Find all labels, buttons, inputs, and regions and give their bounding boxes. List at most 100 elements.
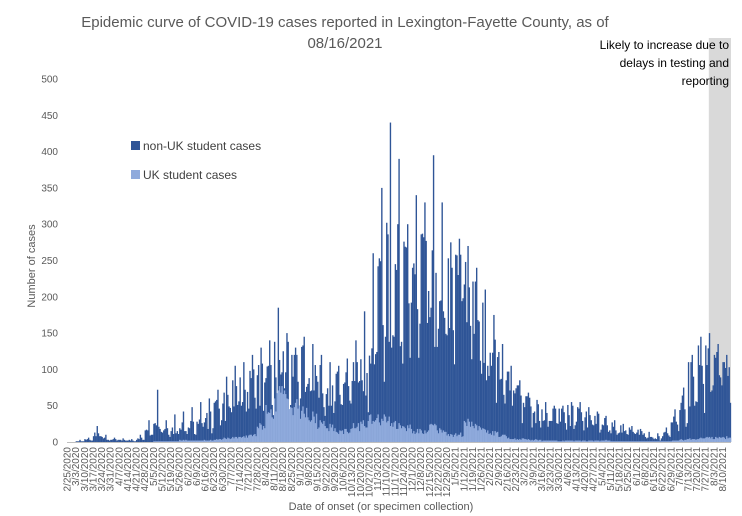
bar-non-uk: [217, 389, 219, 442]
bar-uk: [457, 434, 459, 442]
bar-non-uk: [308, 378, 310, 442]
bar-uk: [631, 441, 633, 442]
bar-non-uk: [606, 425, 608, 442]
bar-non-uk: [358, 381, 361, 442]
bar-uk: [230, 438, 233, 442]
bar-uk: [625, 441, 627, 442]
bar-uk: [707, 437, 709, 442]
bar-uk: [505, 436, 507, 442]
bar-non-uk: [195, 434, 197, 442]
bar-uk: [186, 440, 188, 442]
bar-uk: [537, 440, 539, 442]
x-tick-label: 5/18/2021: [615, 447, 626, 492]
bar-uk: [446, 435, 448, 442]
bar-uk: [574, 440, 576, 442]
bar-non-uk: [237, 404, 239, 442]
bar-non-uk: [121, 440, 123, 442]
bar-non-uk: [696, 402, 698, 442]
bar-non-uk: [180, 429, 182, 442]
bar-uk: [453, 434, 456, 442]
x-tick-label: 5/26/2020: [175, 447, 186, 492]
bar-uk: [702, 438, 705, 442]
bar-non-uk: [646, 438, 648, 442]
bar-uk: [516, 439, 519, 442]
bar-uk: [696, 439, 698, 442]
bar-non-uk: [617, 433, 620, 442]
bar-uk: [228, 438, 230, 442]
x-tick-label: 4/6/2021: [563, 447, 574, 486]
bar-uk: [245, 435, 248, 442]
bar-non-uk: [107, 439, 110, 442]
bar-uk: [621, 441, 623, 442]
bar-uk: [413, 431, 415, 442]
bar-non-uk: [393, 336, 395, 442]
bar-non-uk: [382, 325, 384, 442]
bar-non-uk: [122, 438, 124, 442]
bar-uk: [278, 386, 281, 442]
bar-uk: [330, 427, 333, 442]
bar-uk: [471, 421, 473, 442]
bar-non-uk: [652, 437, 654, 442]
bar-non-uk: [601, 424, 604, 442]
bar-uk: [600, 440, 602, 442]
bar-non-uk: [493, 314, 495, 442]
bar-uk: [431, 424, 434, 442]
bar-non-uk: [431, 250, 434, 442]
bar-non-uk: [700, 336, 702, 442]
bar-non-uk: [345, 372, 347, 442]
bar-non-uk: [703, 412, 706, 442]
bar-non-uk: [520, 395, 522, 442]
bar-uk: [185, 439, 187, 442]
x-tick-label: 6/2/2020: [183, 447, 194, 486]
bar-uk: [664, 441, 666, 442]
x-tick-label: 6/23/2020: [209, 447, 220, 492]
bar-uk: [597, 440, 600, 442]
bar-non-uk: [727, 375, 729, 442]
bar-uk: [386, 422, 388, 442]
bar-non-uk: [457, 275, 459, 442]
x-tick-label: 12/1/2020: [408, 447, 419, 492]
bar-uk: [310, 420, 313, 442]
bar-uk: [272, 418, 275, 442]
bar-uk: [154, 441, 156, 442]
bar-non-uk: [361, 380, 363, 442]
bar-non-uk: [510, 365, 512, 442]
x-tick-label: 7/27/2021: [701, 447, 712, 492]
bar-non-uk: [267, 365, 270, 442]
bar-uk: [632, 441, 634, 442]
bar-non-uk: [105, 434, 107, 442]
bar-uk: [233, 438, 235, 442]
bar-uk: [474, 423, 477, 442]
bar-uk: [638, 441, 640, 442]
bar-uk: [168, 441, 170, 442]
bar-uk: [415, 432, 418, 442]
x-tick-label: 4/20/2021: [580, 447, 591, 492]
x-tick-label: 11/3/2020: [373, 447, 384, 491]
bar-uk: [261, 429, 264, 442]
bar-non-uk: [216, 399, 218, 442]
bar-uk: [207, 440, 209, 442]
bar-non-uk: [585, 411, 588, 442]
bar-uk: [575, 440, 578, 442]
bar-non-uk: [312, 343, 314, 442]
bar-uk: [239, 436, 241, 442]
bar-non-uk: [593, 425, 595, 442]
bar-uk: [673, 440, 675, 442]
bar-uk: [462, 436, 464, 442]
bar-uk: [616, 441, 618, 442]
bar-non-uk: [708, 333, 711, 442]
x-tick-label: 5/12/2020: [158, 447, 169, 492]
bar-uk: [643, 441, 645, 442]
bar-uk: [214, 439, 217, 442]
bar-uk: [642, 441, 644, 442]
bar-uk: [524, 439, 526, 442]
bar-non-uk: [176, 431, 179, 442]
bar-non-uk: [514, 393, 516, 442]
x-tick-label: 8/3/2021: [709, 447, 720, 486]
bar-non-uk: [277, 307, 280, 442]
bar-uk: [237, 438, 239, 442]
bar-non-uk: [287, 341, 289, 442]
bar-uk: [617, 441, 620, 442]
bar-non-uk: [620, 425, 622, 442]
bar-non-uk: [658, 436, 660, 442]
